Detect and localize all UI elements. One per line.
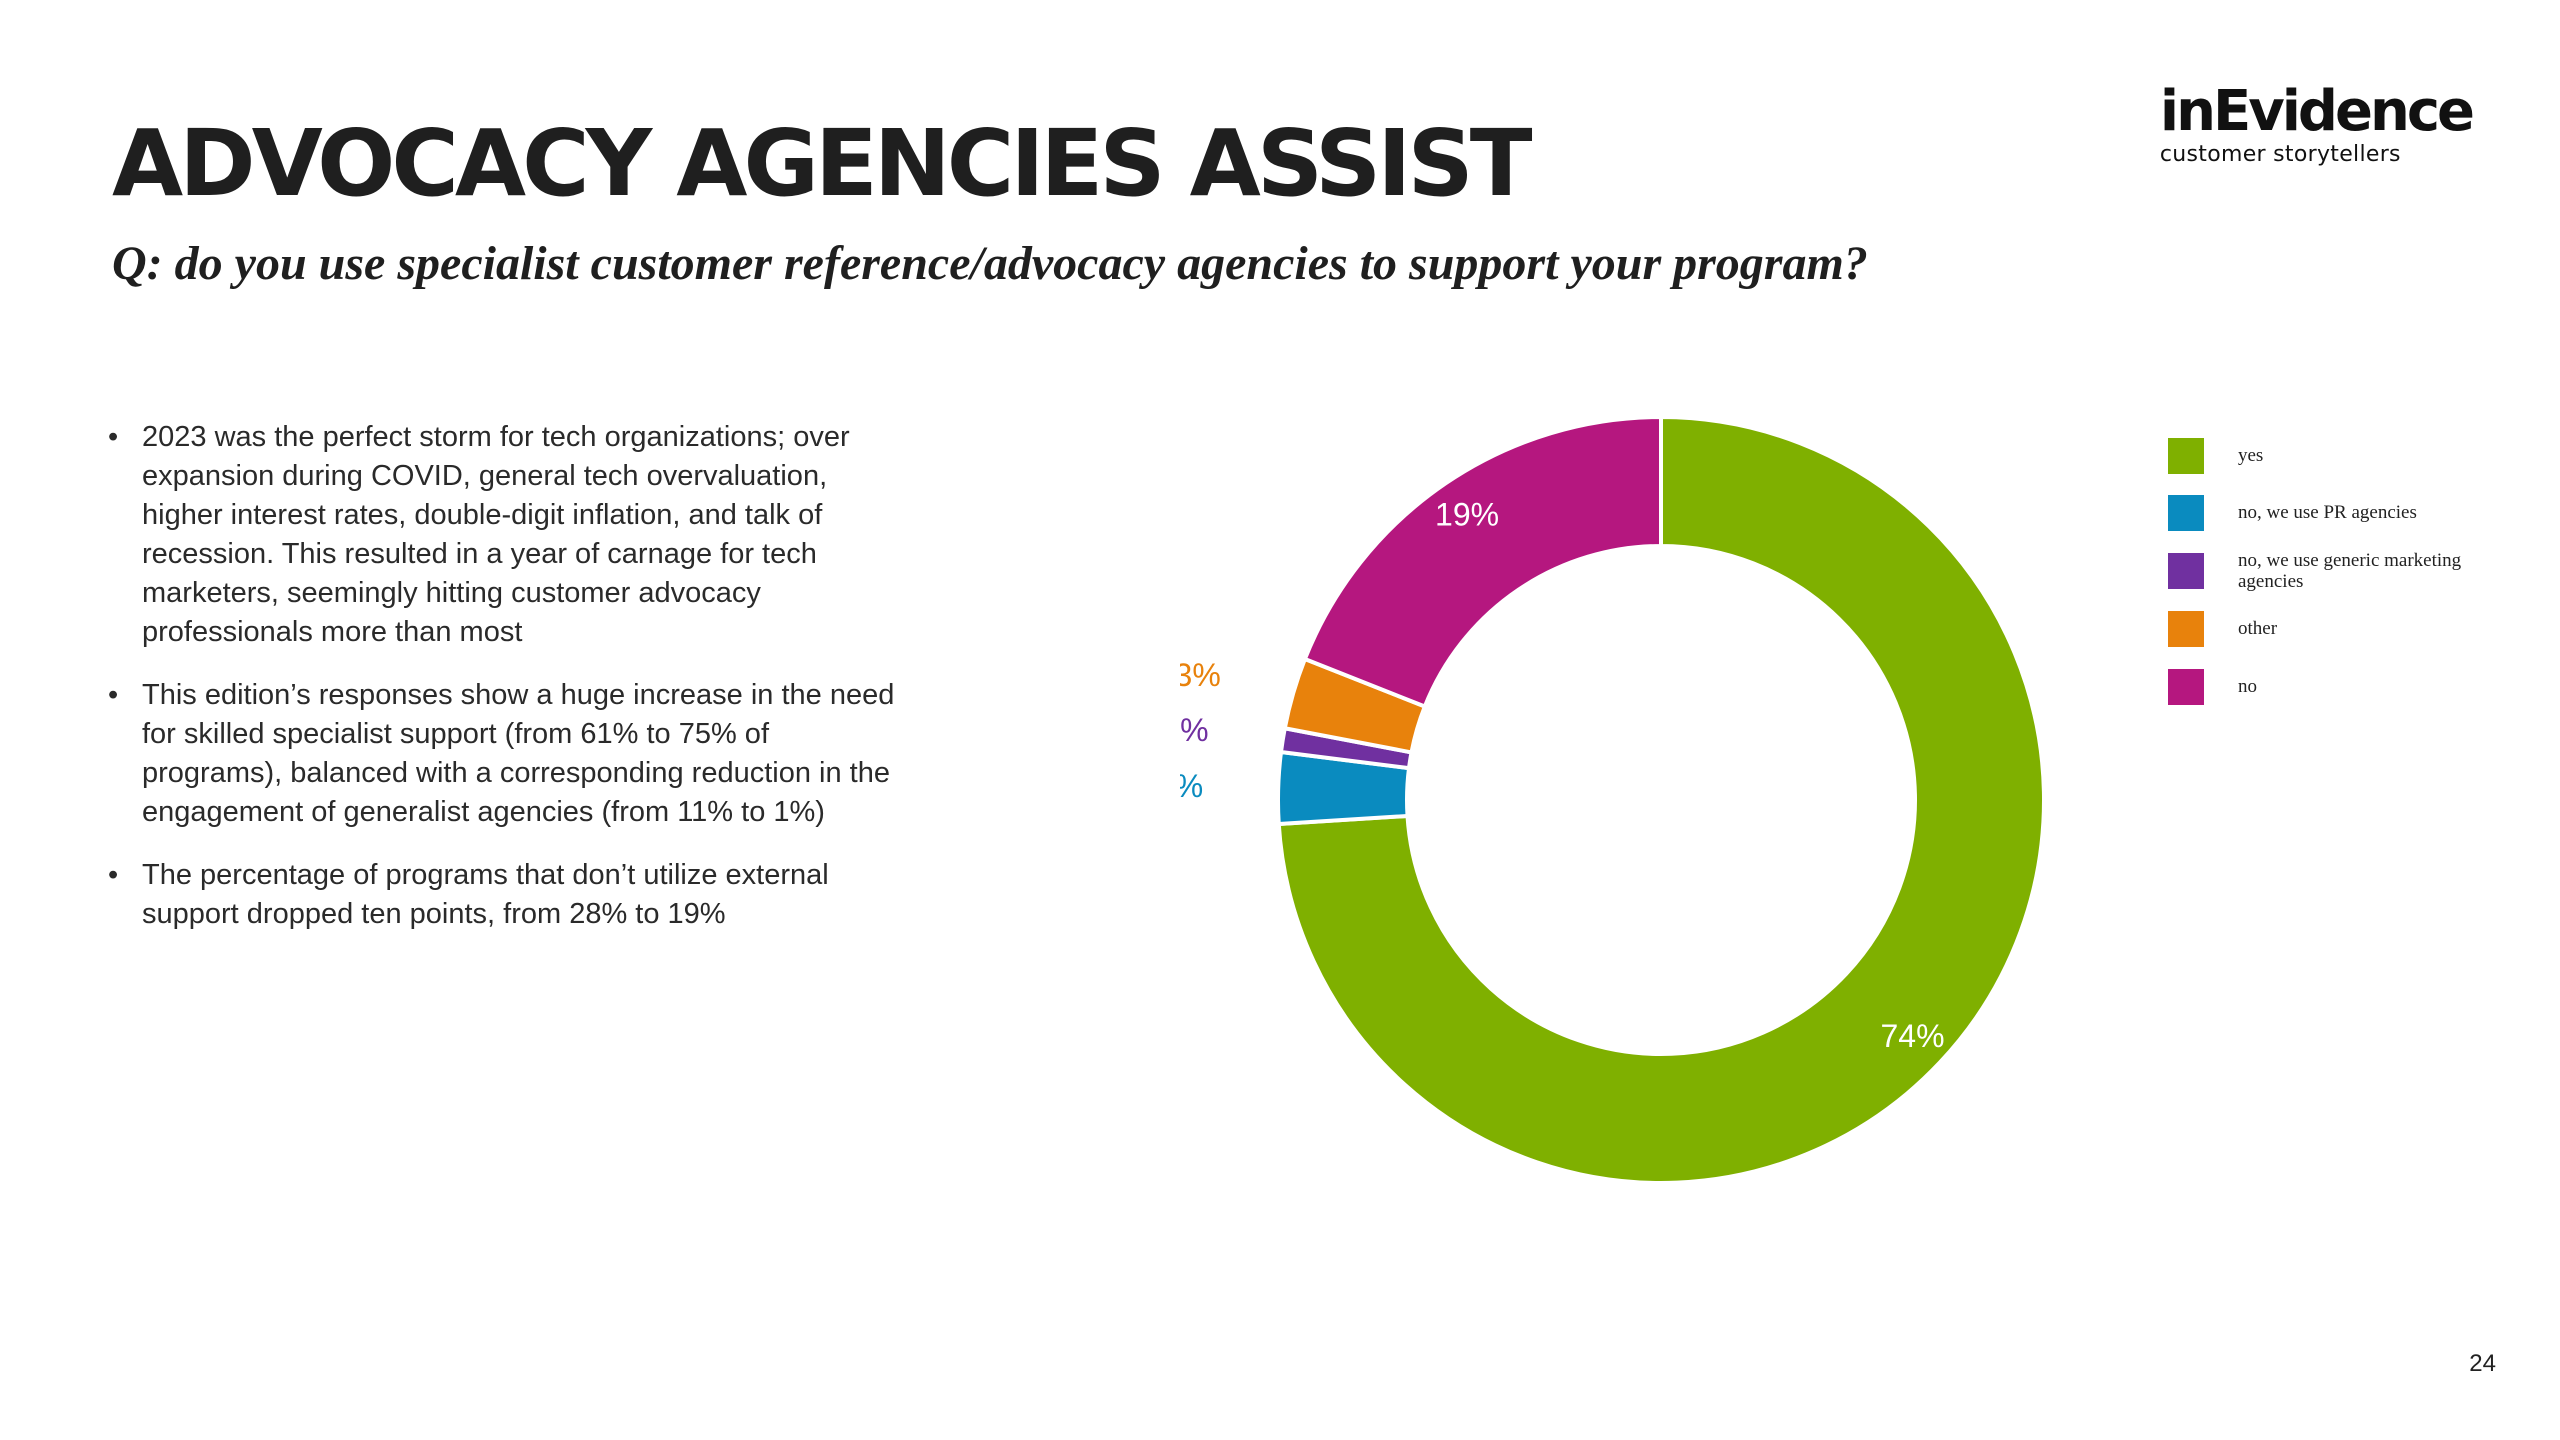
data-label-pr-agencies: 3% <box>1180 768 1203 804</box>
legend-item: no, we use PR agencies <box>2168 495 2468 531</box>
page-subtitle: Q: do you use specialist customer refere… <box>112 237 1868 290</box>
legend-label: no, we use PR agencies <box>2238 502 2417 523</box>
legend-item: no, we use generic marketing agencies <box>2168 550 2468 592</box>
legend-label: other <box>2238 618 2278 639</box>
data-label-yes: 74% <box>1880 1018 1944 1054</box>
legend-swatch <box>2168 495 2204 531</box>
legend-swatch <box>2168 611 2204 647</box>
legend-item: no <box>2168 669 2468 705</box>
legend-label: yes <box>2238 445 2264 466</box>
logo-tagline: customer storytellers <box>2159 142 2401 167</box>
legend-label: no <box>2238 676 2257 697</box>
bullet-item: 2023 was the perfect storm for tech orga… <box>100 418 900 652</box>
data-label-other: 3% <box>1180 657 1221 693</box>
legend-label: no, we use generic marketing agencies <box>2238 550 2462 592</box>
bullet-list: 2023 was the perfect storm for tech orga… <box>100 418 900 958</box>
bullet-item: This edition’s responses show a huge inc… <box>100 676 900 832</box>
legend-item: other <box>2168 611 2468 647</box>
legend-swatch <box>2168 553 2204 589</box>
legend-swatch <box>2168 438 2204 474</box>
page-number: 24 <box>2469 1350 2496 1377</box>
donut-chart: 74% 3% 1% 3% 19% <box>1180 414 2046 1185</box>
bullet-item: The percentage of programs that don’t ut… <box>100 856 900 934</box>
logo-name: inEvidence <box>2159 79 2475 144</box>
donut-slice-yes <box>1276 414 2046 1185</box>
legend-item: yes <box>2168 438 2468 474</box>
page-title: ADVOCACY AGENCIES ASSIST <box>112 110 1533 217</box>
data-label-generic-agencies: 1% <box>1180 712 1209 748</box>
legend-swatch <box>2168 669 2204 705</box>
logo: inEvidence customer storytellers <box>2159 79 2475 168</box>
data-label-no: 19% <box>1435 497 1499 533</box>
donut-slice-no <box>1302 414 1663 710</box>
